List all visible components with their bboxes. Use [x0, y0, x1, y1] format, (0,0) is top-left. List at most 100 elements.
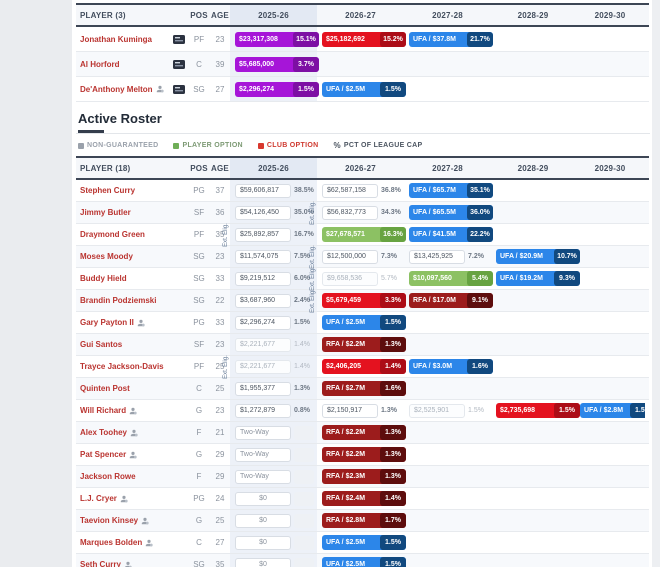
season-cell-2025-26: Two-Way [230, 466, 317, 487]
season-column-header-2026-27[interactable]: 2026-27 [345, 10, 376, 20]
player-age: 25 [215, 362, 225, 371]
season-cell-2028-29 [491, 312, 575, 333]
season-cell-2028-29 [491, 378, 575, 399]
season-cell-2025-26: $23,317,308 15.1% [230, 27, 319, 51]
player-name-link[interactable]: Stephen Curry [80, 186, 136, 195]
player-name-link[interactable]: Draymond Green [80, 230, 145, 239]
badge-pct: 1.5% [380, 557, 406, 567]
player-row: Stephen Curry PG 37 $59,606,817 38.5% $62,587… [76, 180, 649, 202]
season-cell-2027-28: UFA / $3.0M 1.6% [404, 356, 493, 377]
pct-placeholder [294, 513, 314, 528]
player-name-link[interactable]: Pat Spencer [80, 450, 127, 459]
season-column-header-2027-28[interactable]: 2027-28 [432, 163, 463, 173]
season-cell-2029-30 [575, 290, 645, 311]
player-name-link[interactable]: Alex Toohey [80, 428, 127, 437]
player-position: SG [193, 296, 205, 305]
player-name-link[interactable]: Jonathan Kuminga [80, 34, 153, 44]
player-position: SG [193, 560, 205, 567]
player-name-link[interactable]: Jackson Rowe [80, 472, 136, 481]
season-cell-2028-29 [491, 202, 575, 223]
season-column-header-2025-26[interactable]: 2025-26 [230, 5, 317, 25]
badge-pct: 1.5% [554, 403, 580, 418]
season-cell-2026-27: $2,406,205 1.4% [317, 356, 406, 377]
season-cell-2026-27: RFA / $2.4M 1.4% [317, 488, 406, 509]
percent-icon: % [333, 141, 341, 150]
player-name-cell: Seth Curry [76, 560, 188, 567]
extension-eligible-marker: Ext. Elig. [310, 288, 316, 313]
player-column-header[interactable]: PLAYER (3) [80, 10, 126, 20]
ufa-badge: UFA / $20.9M 10.7% [496, 249, 580, 264]
player-name-link[interactable]: Marques Bolden [80, 538, 143, 547]
scrollbar-gutter[interactable] [652, 0, 660, 567]
player-name-link[interactable]: Quinten Post [80, 384, 130, 393]
pos-column-header[interactable]: POS [190, 10, 208, 20]
season-column-header-2026-27[interactable]: 2026-27 [345, 163, 376, 173]
season-cell-2026-27: RFA / $2.2M 1.3% [317, 422, 406, 443]
season-cell-2028-29 [491, 180, 575, 201]
player-name-link[interactable]: Seth Curry [80, 560, 121, 567]
player-age: 25 [215, 516, 225, 525]
player-column-header[interactable]: PLAYER (18) [80, 163, 131, 173]
player-name-link[interactable]: Trayce Jackson-Davis [80, 362, 164, 371]
pos-column-header[interactable]: POS [190, 163, 208, 173]
player-name-link[interactable]: Jimmy Butler [80, 208, 131, 217]
season-cell-2029-30 [575, 27, 645, 51]
season-cell-2029-30 [575, 466, 645, 487]
player-position: C [196, 59, 202, 69]
season-cell-2025-26: $0 [230, 554, 317, 567]
season-cell-2027-28 [404, 52, 491, 76]
legend-label: PCT OF LEAGUE CAP [343, 142, 423, 149]
player-name-link[interactable]: Buddy Hield [80, 274, 127, 283]
season-column-header-2028-29[interactable]: 2028-29 [517, 163, 549, 173]
season-column-header-2027-28[interactable]: 2027-28 [432, 10, 463, 20]
ufa-badge: UFA / $2.5M 1.5% [322, 81, 406, 97]
player-name-link[interactable]: Taevion Kinsey [80, 516, 139, 525]
season-cell-2029-30 [575, 268, 645, 289]
player-name-link[interactable]: Al Horford [80, 59, 120, 69]
salary-box: $59,606,817 [235, 183, 291, 198]
two-way-box: Two-Way [235, 447, 291, 462]
player-name-link[interactable]: Gary Payton II [80, 318, 134, 327]
player-name-link[interactable]: Brandin Podziemski [80, 296, 157, 305]
player-name-cell: Draymond Green [76, 230, 188, 239]
season-column-header-2029-30[interactable]: 2029-30 [594, 10, 626, 20]
ufa-badge: UFA / $2.5M 1.5% [322, 315, 406, 330]
player-name-link[interactable]: De'Anthony Melton [80, 84, 153, 94]
player-position: SG [193, 84, 205, 94]
salary-box: $25,892,857 [235, 227, 291, 242]
season-cell-2027-28: $2,525,901 1.5% [404, 400, 491, 421]
season-cell-2029-30: UFA / $2.8M 1.5% [575, 400, 645, 421]
salary-box: $1,272,879 [235, 403, 291, 418]
contract-icon-cell [170, 59, 188, 69]
player-position: SG [193, 274, 205, 283]
player-age: 21 [215, 428, 225, 437]
season-cell-2029-30 [575, 180, 645, 201]
player-name-link[interactable]: Gui Santos [80, 340, 123, 349]
season-column-header-2029-30[interactable]: 2029-30 [594, 163, 626, 173]
badge-pct: 1.3% [380, 337, 406, 352]
ufa-badge: UFA / $37.8M 21.7% [409, 31, 493, 47]
player-name-link[interactable]: Moses Moody [80, 252, 133, 261]
season-cell-2028-29 [491, 334, 575, 355]
player-name-cell: Moses Moody [76, 252, 188, 261]
zero-salary-box: $0 [235, 557, 291, 567]
age-column-header[interactable]: AGE [211, 163, 229, 173]
badge-pct: 35.1% [467, 183, 493, 198]
season-cell-2027-28: $10,097,560 5.4% [404, 268, 493, 289]
season-cell-2029-30 [575, 52, 645, 76]
section-title: Active Roster [78, 111, 162, 126]
pct-of-cap-text: 6.0% [294, 275, 310, 282]
player-age: 22 [215, 296, 225, 305]
player-name-link[interactable]: Will Richard [80, 406, 127, 415]
player-age: 23 [215, 34, 225, 44]
age-column-header[interactable]: AGE [211, 10, 229, 20]
pct-of-cap-text: 1.3% [294, 385, 310, 392]
season-column-header-2028-29[interactable]: 2028-29 [517, 10, 549, 20]
player-row: Alex Toohey F 21 Two-Way RFA / $2.2M 1.3% [76, 422, 649, 444]
season-column-header-2025-26[interactable]: 2025-26 [230, 158, 317, 178]
season-cell-2025-26: $0 [230, 488, 317, 509]
badge-value: UFA / $19.2M [500, 275, 543, 282]
player-name-link[interactable]: L.J. Cryer [80, 494, 117, 503]
season-cell-2028-29 [491, 554, 575, 567]
pct-of-cap-text: 36.8% [381, 187, 401, 194]
